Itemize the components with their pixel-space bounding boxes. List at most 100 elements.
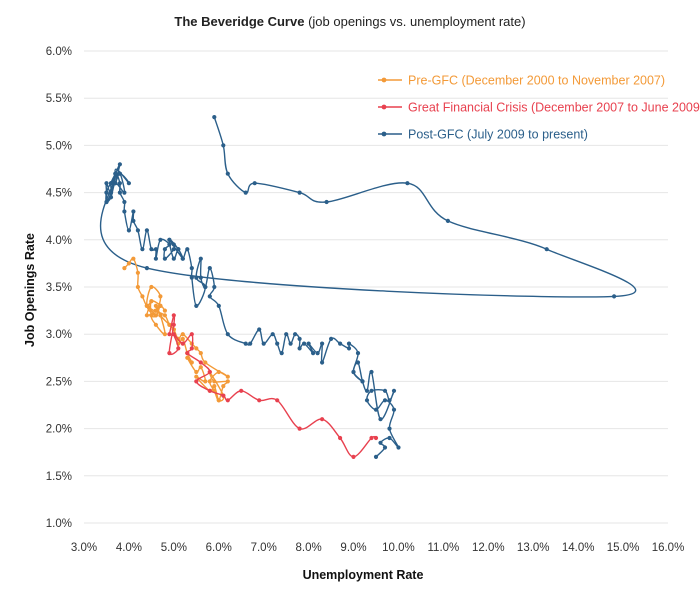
data-point: [216, 369, 221, 375]
data-point: [297, 426, 302, 431]
data-point: [320, 417, 325, 422]
data-point: [171, 242, 176, 247]
data-point: [104, 190, 109, 195]
data-point: [180, 341, 185, 346]
data-point: [338, 435, 343, 441]
data-point: [297, 336, 302, 341]
data-point: [117, 190, 122, 195]
data-point: [162, 247, 167, 252]
x-tick-label: 13.0%: [517, 542, 550, 554]
data-point: [311, 351, 316, 356]
data-point: [194, 369, 199, 375]
legend: Pre-GFC (December 2000 to November 2007)…: [378, 74, 700, 142]
y-axis-label: Job Openings Rate: [23, 233, 37, 347]
x-axis-ticks: 3.0% 4.0% 5.0% 6.0% 7.0% 8.0% 9.0% 10.0% 11.0% 12…: [71, 542, 684, 554]
data-point: [158, 237, 163, 242]
x-tick-label: 9.0%: [340, 542, 366, 554]
x-tick-label: 10.0%: [382, 542, 415, 554]
data-point: [122, 190, 127, 195]
data-point: [162, 256, 167, 261]
data-point: [387, 435, 392, 441]
data-point: [369, 388, 374, 393]
x-tick-label: 4.0%: [116, 542, 142, 554]
data-point: [288, 341, 293, 346]
x-axis-label: Unemployment Rate: [303, 568, 424, 582]
legend-item: Pre-GFC (December 2000 to November 2007): [378, 74, 665, 88]
data-point: [302, 341, 307, 346]
data-point: [225, 332, 230, 337]
y-tick-label: 1.5%: [46, 471, 72, 483]
data-point: [108, 195, 114, 200]
data-point: [176, 346, 181, 351]
y-tick-label: 1.0%: [46, 518, 72, 530]
data-point: [221, 393, 226, 398]
legend-marker: [381, 104, 387, 110]
legend-label: Great Financial Crisis (December 2007 to…: [408, 101, 700, 115]
data-point: [158, 313, 163, 318]
data-point: [180, 256, 185, 261]
data-point: [369, 435, 374, 441]
data-point: [257, 327, 262, 332]
data-point: [612, 294, 617, 299]
data-point: [189, 275, 194, 280]
data-point: [544, 247, 549, 252]
data-point: [167, 242, 172, 247]
data-point: [153, 308, 158, 313]
data-point: [185, 355, 190, 360]
x-tick-label: 6.0%: [206, 542, 232, 554]
data-point: [212, 384, 217, 389]
y-tick-label: 2.0%: [46, 424, 72, 436]
data-point: [225, 374, 230, 379]
data-point: [364, 388, 370, 393]
data-point: [153, 303, 158, 308]
data-point: [171, 256, 176, 261]
y-tick-label: 4.5%: [46, 188, 72, 200]
data-point: [248, 341, 253, 346]
data-point: [387, 426, 392, 431]
data-point: [180, 332, 185, 337]
data-point: [185, 247, 190, 252]
data-point: [167, 322, 172, 327]
data-point: [126, 228, 131, 233]
x-tick-label: 7.0%: [251, 542, 277, 554]
data-point: [149, 299, 154, 304]
chart-title-block: The Beveridge Curve (job openings vs. un…: [0, 14, 700, 29]
data-point: [189, 346, 194, 351]
data-point: [135, 284, 140, 290]
data-point: [369, 369, 374, 375]
data-point: [153, 313, 158, 318]
data-point: [270, 332, 275, 337]
data-point: [382, 398, 388, 403]
data-point: [373, 435, 379, 441]
data-point: [144, 228, 149, 233]
data-point: [117, 181, 122, 186]
data-point: [355, 360, 361, 365]
x-tick-label: 11.0%: [428, 542, 460, 554]
data-point: [126, 261, 131, 266]
data-point: [351, 369, 356, 375]
x-tick-label: 15.0%: [607, 542, 640, 554]
data-point: [144, 266, 149, 271]
data-point: [153, 322, 158, 327]
data-point: [355, 351, 361, 356]
data-point: [167, 237, 172, 242]
data-point: [212, 379, 217, 384]
data-point: [203, 379, 208, 384]
data-point: [176, 247, 181, 252]
data-point: [243, 341, 248, 346]
data-point: [180, 336, 185, 341]
data-point: [239, 388, 244, 393]
data-point: [113, 171, 118, 176]
data-point: [131, 218, 136, 223]
data-point: [171, 332, 176, 337]
x-tick-label: 16.0%: [652, 542, 685, 554]
legend-item: Great Financial Crisis (December 2007 to…: [378, 101, 700, 115]
data-point: [225, 379, 230, 384]
data-point: [329, 336, 334, 341]
data-point: [275, 398, 280, 403]
y-tick-label: 3.5%: [46, 282, 72, 294]
data-point: [216, 398, 221, 403]
data-point: [189, 360, 194, 365]
data-point: [373, 454, 379, 459]
